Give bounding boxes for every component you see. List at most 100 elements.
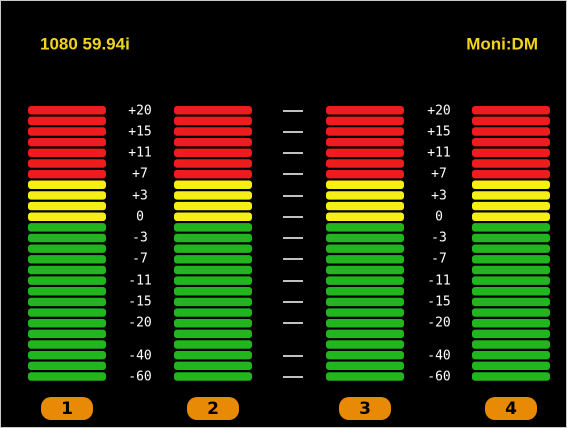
meter-segment: [28, 191, 106, 200]
meter-segment: [472, 297, 550, 307]
scale-label: -40: [427, 349, 450, 364]
meter-segment: [28, 308, 106, 317]
meter-segment: [472, 233, 550, 243]
meter-segment: [326, 255, 404, 264]
meter-segment: [472, 223, 550, 232]
meter-segment: [28, 212, 106, 221]
meter-segment: [28, 159, 106, 168]
meter-segment: [174, 340, 252, 349]
meter-segment: [472, 350, 550, 360]
meter-segment: [174, 106, 252, 115]
meter-segment: [326, 361, 404, 371]
meter-segment: [174, 372, 252, 381]
meter-segment: [326, 287, 404, 296]
meter-segment: [472, 308, 550, 317]
meter-segment: [28, 340, 106, 349]
meter-segment: [326, 159, 404, 168]
meter-segment: [28, 372, 106, 381]
meter-segment: [174, 319, 252, 328]
meter-segment: [472, 137, 550, 147]
meter-segment: [472, 319, 550, 328]
meter-segment: [174, 116, 252, 126]
meter-segment: [28, 244, 106, 253]
meter-segment: [326, 169, 404, 179]
meter-segment: [326, 116, 404, 126]
meter-segment: [326, 276, 404, 285]
scale-label: +7: [132, 167, 148, 182]
meter-segment: [174, 148, 252, 158]
meter-segment: [472, 169, 550, 179]
meter-segment: [28, 361, 106, 371]
meter-segment: [472, 361, 550, 371]
scale-label: 0: [136, 210, 144, 225]
scale-label: +7: [431, 167, 447, 182]
meter-segment: [174, 255, 252, 264]
video-format: 1080 59.94i: [40, 34, 130, 53]
meter-segment: [472, 276, 550, 285]
meter-segment: [174, 159, 252, 168]
meter-segment: [472, 255, 550, 264]
scale-label: -20: [128, 316, 151, 331]
meter-segment: [472, 265, 550, 275]
meter-segment: [326, 297, 404, 307]
meter-segment: [28, 287, 106, 296]
meter-segment: [326, 201, 404, 211]
meter-segment: [472, 329, 550, 339]
meter-segment: [472, 127, 550, 136]
meter-segment: [28, 329, 106, 339]
meter-segment: [174, 127, 252, 136]
meter-segment: [174, 276, 252, 285]
meter-segment: [174, 350, 252, 360]
meter-segment: [28, 297, 106, 307]
scale-label: +11: [427, 146, 450, 161]
scale-label: -7: [132, 252, 148, 267]
meter-segment: [174, 212, 252, 221]
channel-label: 3: [359, 399, 371, 419]
scale-label: -20: [427, 316, 450, 331]
meter-segment: [28, 201, 106, 211]
scale-label: -7: [431, 252, 447, 267]
scale-label: -11: [128, 274, 151, 289]
meter-segment: [326, 308, 404, 317]
meter-segment: [326, 223, 404, 232]
meter-segment: [472, 372, 550, 381]
meter-segment: [174, 329, 252, 339]
meter-segment: [174, 233, 252, 243]
meter-segment: [326, 233, 404, 243]
meter-segment: [472, 212, 550, 221]
meter-segment: [174, 361, 252, 371]
meter-segment: [28, 127, 106, 136]
channel-button[interactable]: [485, 397, 537, 420]
meter-segment: [28, 106, 106, 115]
meter-segment: [472, 340, 550, 349]
meter-segment: [472, 287, 550, 296]
meter-segment: [174, 308, 252, 317]
scale-label: -40: [128, 349, 151, 364]
scale-label: -3: [431, 231, 447, 246]
meter-segment: [326, 127, 404, 136]
meter-segment: [472, 244, 550, 253]
scale-label: -3: [132, 231, 148, 246]
meter-segment: [174, 137, 252, 147]
scale-label: -15: [128, 295, 151, 310]
channel-button[interactable]: [41, 397, 93, 420]
meter-segment: [326, 191, 404, 200]
meter-segment: [472, 106, 550, 115]
meter-segment: [326, 180, 404, 189]
meter-segment: [28, 223, 106, 232]
scale-label: +15: [128, 125, 151, 140]
channel-button[interactable]: [339, 397, 391, 420]
meter-segment: [472, 116, 550, 126]
meter-segment: [28, 233, 106, 243]
meter-segment: [174, 297, 252, 307]
meter-segment: [28, 137, 106, 147]
scale-label: +3: [431, 189, 447, 204]
scale-label: +15: [427, 125, 450, 140]
channel-label: 2: [207, 399, 219, 419]
channel-button[interactable]: [187, 397, 239, 420]
meter-segment: [28, 350, 106, 360]
meter-segment: [472, 201, 550, 211]
meter-segment: [28, 265, 106, 275]
meter-segment: [326, 106, 404, 115]
